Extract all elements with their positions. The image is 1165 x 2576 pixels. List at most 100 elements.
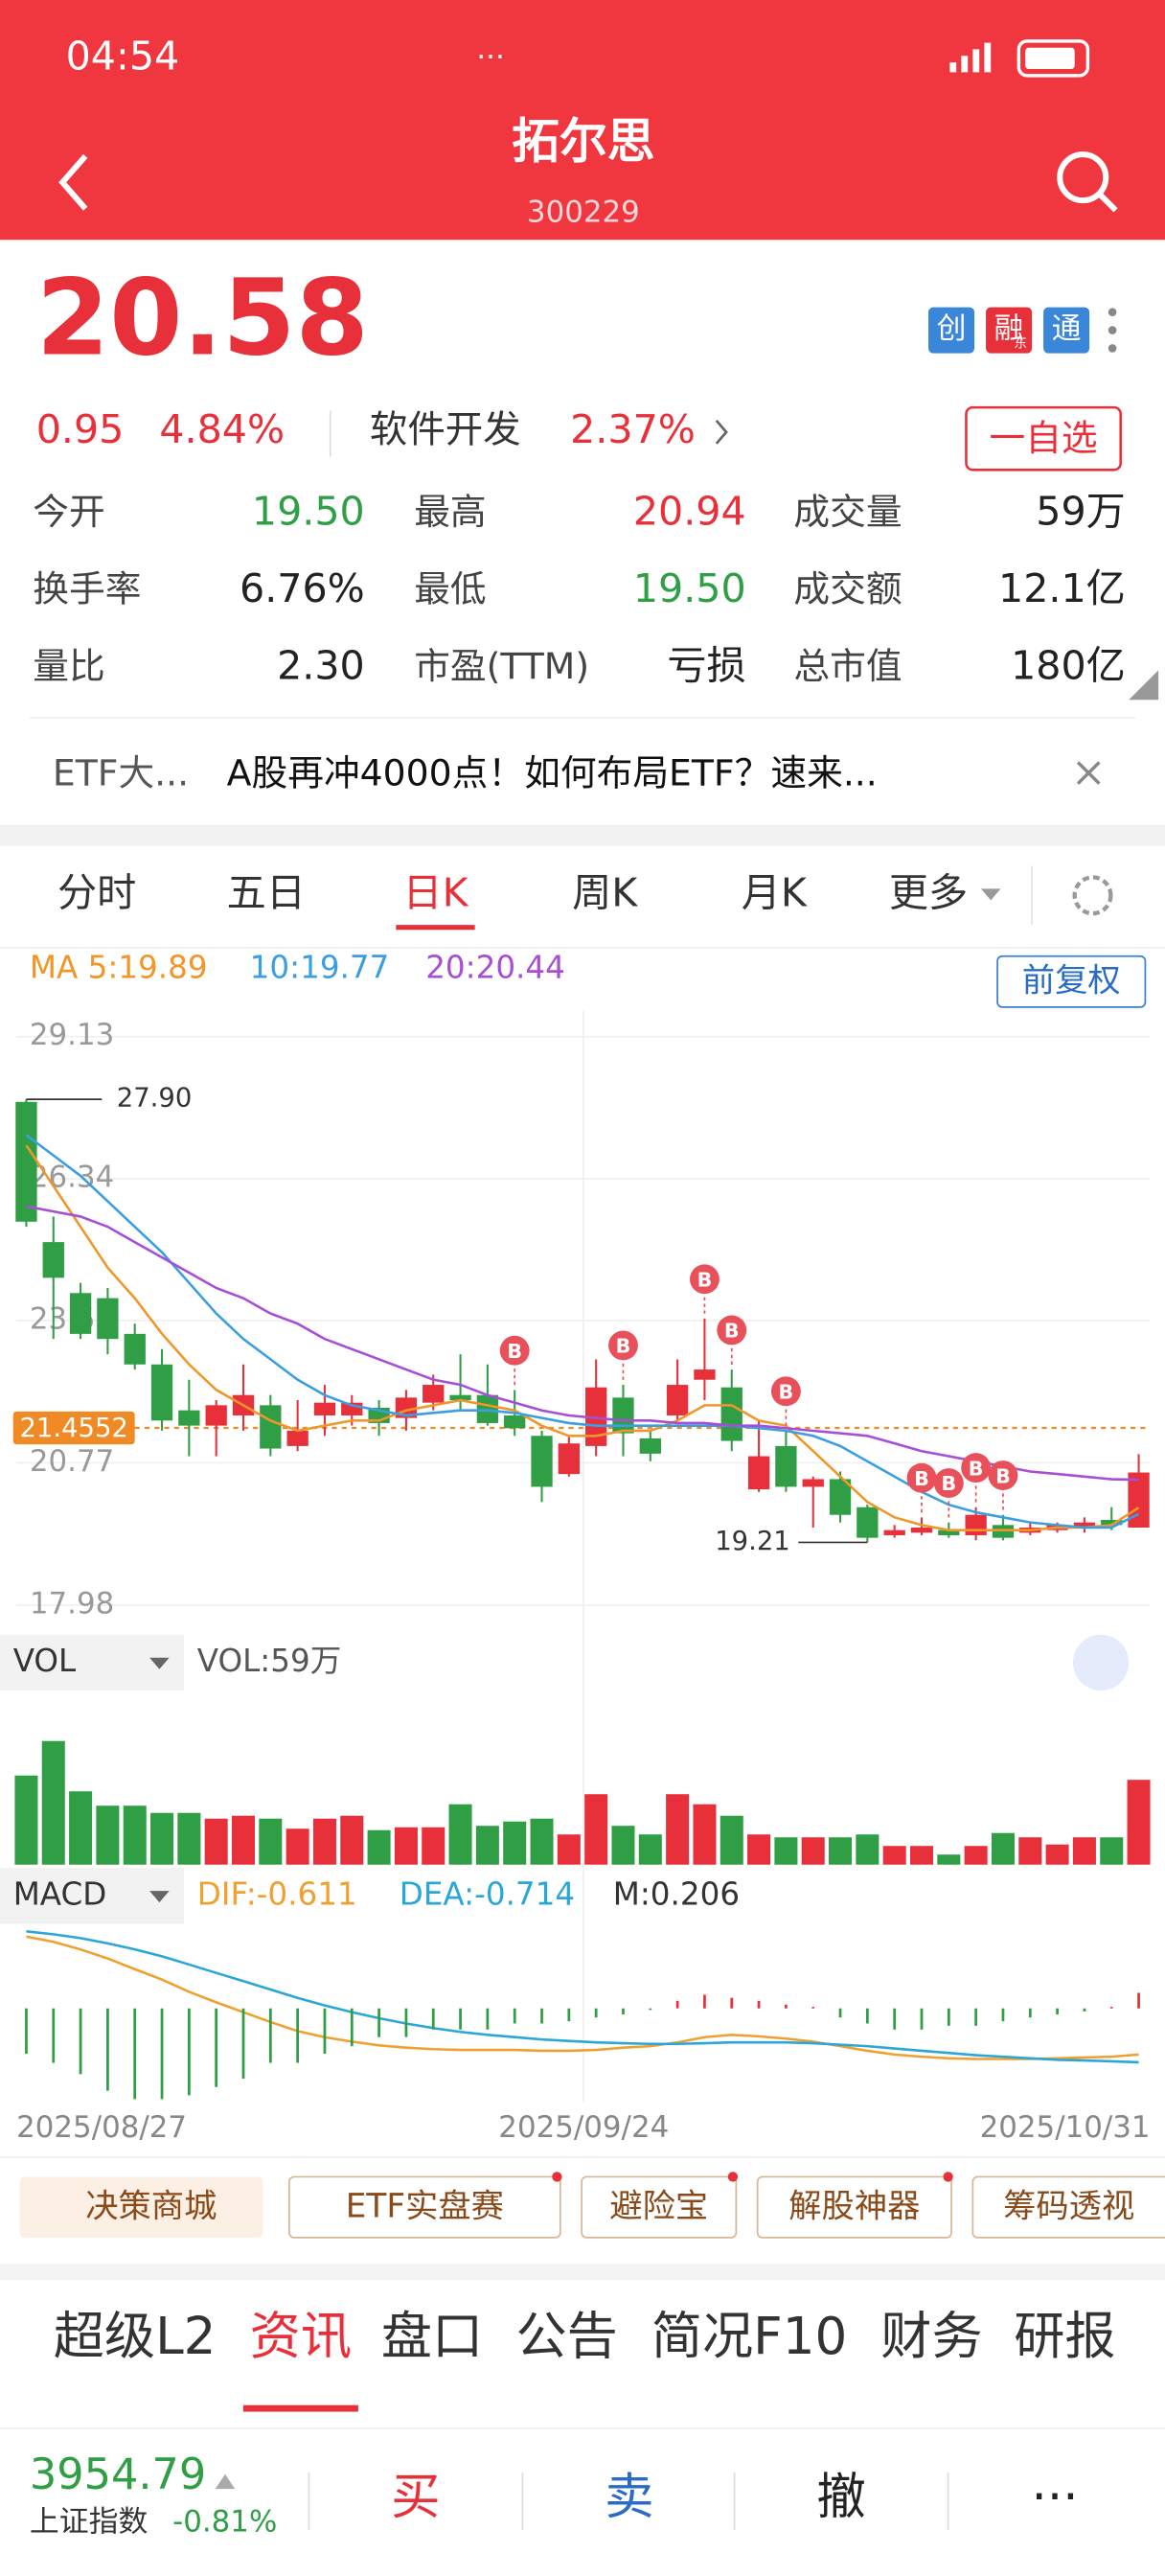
stat-value: 59万 xyxy=(1036,489,1126,535)
adjust-button[interactable] xyxy=(996,954,1147,1008)
tab-underline xyxy=(242,2404,358,2412)
tool-label: 避险宝 xyxy=(609,2188,708,2226)
vol-selector[interactable] xyxy=(0,1634,185,1690)
period-tab[interactable]: 周K xyxy=(572,869,638,915)
volume-bar xyxy=(611,1826,635,1865)
gap xyxy=(0,824,1165,846)
section-tab[interactable]: 财务 xyxy=(880,2307,982,2366)
more-icons: ··· xyxy=(476,40,504,75)
section-tab[interactable]: 资讯 xyxy=(250,2307,352,2366)
volume-bar xyxy=(204,1818,228,1865)
action-button[interactable]: 卖 xyxy=(605,2469,653,2526)
volume-bar xyxy=(1100,1837,1124,1865)
dot xyxy=(552,2172,562,2182)
close-news[interactable] xyxy=(1076,761,1101,785)
volume-bar xyxy=(693,1804,717,1865)
candle-body xyxy=(1101,1520,1123,1526)
gap xyxy=(0,2264,1165,2281)
news-text[interactable]: A股再冲4000点！如何布局ETF？速来... xyxy=(227,752,878,794)
stat-label: 换手率 xyxy=(33,568,141,610)
candle-body xyxy=(205,1405,227,1426)
news-tag: ETF大... xyxy=(53,752,189,794)
section-tab[interactable]: 研报 xyxy=(1014,2307,1115,2366)
search-button[interactable] xyxy=(1057,151,1109,204)
buy-signal xyxy=(933,1468,964,1498)
candle-body xyxy=(585,1387,607,1446)
candle-body xyxy=(1128,1472,1150,1528)
section-tab[interactable]: 公告 xyxy=(516,2307,618,2366)
section-tab[interactable]: 简况F10 xyxy=(651,2307,848,2366)
candle-body xyxy=(178,1410,200,1426)
sector[interactable]: 软件开发 xyxy=(370,407,521,451)
candle-body xyxy=(802,1479,824,1487)
buy-signal xyxy=(499,1335,530,1366)
sector-pct: 2.37% xyxy=(570,406,696,452)
dot xyxy=(943,2172,953,2182)
stock-name: 拓尔思 xyxy=(512,113,654,169)
tool-chip[interactable] xyxy=(19,2176,263,2238)
candle-body xyxy=(313,1402,336,1415)
volume-bar xyxy=(747,1834,771,1865)
menu-dot[interactable] xyxy=(1108,308,1117,316)
period-tab[interactable]: 日K xyxy=(402,869,468,915)
candle-body xyxy=(504,1414,526,1429)
watch-button[interactable] xyxy=(965,405,1122,472)
volume-bar xyxy=(801,1837,825,1865)
macd-line xyxy=(26,1930,1139,2064)
action-button[interactable]: ··· xyxy=(1032,2469,1079,2526)
candle-body xyxy=(775,1445,797,1487)
period-tab[interactable]: 分时 xyxy=(57,869,136,915)
candle-body xyxy=(124,1333,146,1365)
y-tick-label: 20.77 xyxy=(30,1444,114,1479)
volume-bar xyxy=(964,1846,988,1865)
candle-body xyxy=(15,1101,37,1222)
section-tab[interactable]: 超级L2 xyxy=(54,2307,217,2366)
toggle-icon[interactable] xyxy=(1072,1634,1130,1690)
price: 20.58 xyxy=(36,257,369,380)
volume-bar xyxy=(448,1804,472,1865)
period-tab[interactable]: 五日 xyxy=(227,869,306,915)
back-button[interactable] xyxy=(58,153,88,211)
stat-label: 今开 xyxy=(33,491,104,533)
period-tab[interactable]: 月K xyxy=(742,869,808,915)
x-tick-label: 2025/08/27 xyxy=(16,2110,187,2145)
corner-mark xyxy=(1129,670,1159,701)
volume-bar xyxy=(177,1812,201,1865)
macd-selector[interactable] xyxy=(0,1868,185,1924)
y-tick-label: 26.34 xyxy=(30,1161,114,1195)
stock-code: 300229 xyxy=(527,195,640,229)
buy-signal-label: B xyxy=(914,1467,929,1490)
candle-body xyxy=(666,1385,689,1415)
y-tick-label: 29.13 xyxy=(30,1018,114,1052)
badge-label: 创 xyxy=(937,311,967,346)
indicator-name: VOL xyxy=(13,1643,76,1679)
volume-bar xyxy=(882,1846,906,1865)
action-button[interactable]: 撤 xyxy=(816,2469,865,2526)
stat-value: 19.50 xyxy=(252,489,365,535)
tool-chip[interactable] xyxy=(581,2175,738,2239)
legend-entry: VOL:59万 xyxy=(197,1643,341,1679)
tool-chip[interactable] xyxy=(756,2175,952,2239)
stat-value: 2.30 xyxy=(277,643,365,689)
section-tab[interactable]: 盘口 xyxy=(381,2307,483,2366)
volume-bar xyxy=(41,1740,65,1865)
ma-line xyxy=(26,1205,1139,1482)
settings[interactable] xyxy=(1072,875,1113,916)
dropdown xyxy=(980,888,1001,901)
chevron xyxy=(715,419,728,445)
buy-signal-label: B xyxy=(616,1335,631,1358)
legend-entry: DIF:-0.611 xyxy=(197,1875,357,1912)
action-button[interactable]: 买 xyxy=(391,2469,440,2526)
indicator-name: MACD xyxy=(13,1875,107,1912)
buy-signal xyxy=(988,1460,1018,1490)
volume-bar xyxy=(123,1806,147,1865)
buy-signal xyxy=(608,1330,638,1361)
index-value: 3954.79 xyxy=(30,2450,206,2499)
period-tab[interactable]: 更多 xyxy=(889,869,968,915)
tool-chip[interactable] xyxy=(971,2175,1165,2239)
volume-bar xyxy=(312,1818,336,1865)
adjust-label: 前复权 xyxy=(1022,962,1121,1000)
tool-chip[interactable] xyxy=(287,2175,561,2239)
dot xyxy=(727,2172,739,2182)
